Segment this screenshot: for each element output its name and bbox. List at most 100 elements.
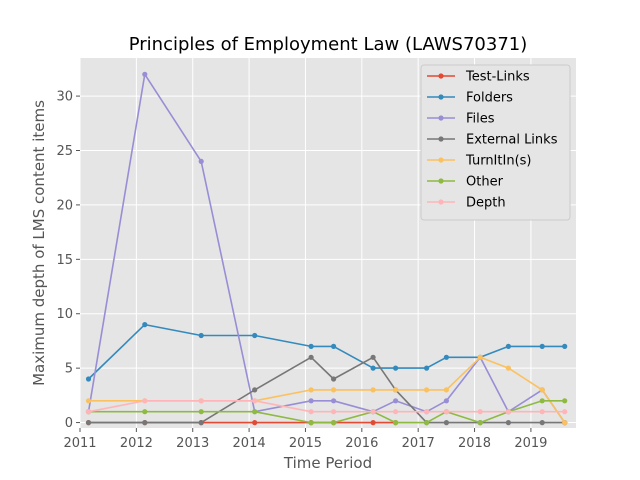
data-point: [308, 409, 314, 415]
y-tick-label: 0: [65, 416, 73, 431]
x-tick-label: 2011: [63, 436, 96, 451]
data-point: [505, 343, 511, 349]
x-tick-label: 2014: [233, 436, 266, 451]
legend-item: Files: [427, 112, 495, 127]
x-tick-label: 2018: [458, 436, 491, 451]
data-point: [477, 409, 483, 415]
data-point: [85, 376, 92, 382]
legend: Test-Links Folders Files External Links Turn…: [420, 64, 571, 221]
y-tick-label: 20: [56, 198, 73, 213]
data-point: [331, 376, 337, 382]
data-point: [142, 71, 148, 77]
data-point: [539, 387, 545, 393]
data-point: [424, 409, 430, 415]
legend-swatch-marker: [438, 178, 444, 184]
y-tick-label: 10: [56, 307, 73, 322]
data-point: [370, 409, 376, 415]
series-folders: [85, 322, 568, 382]
data-point: [85, 409, 92, 415]
legend-label: External Links: [466, 133, 558, 148]
x-tick-label: 2019: [514, 436, 547, 451]
legend-swatch-marker: [438, 136, 444, 142]
data-point: [252, 409, 258, 415]
data-point: [393, 365, 399, 371]
data-point: [198, 409, 204, 415]
data-point: [370, 365, 376, 371]
legend-swatch-marker: [438, 115, 444, 121]
y-tick-label: 25: [56, 144, 73, 159]
series-line: [87, 73, 566, 424]
data-point: [308, 420, 314, 426]
legend-item: TurnItIn(s): [427, 154, 531, 169]
x-axis: 2011 2012 2013 2014 2015 2016 2017 2018 2019: [63, 428, 547, 451]
data-point: [424, 387, 430, 393]
legend-label: Folders: [466, 91, 513, 106]
legend-label: Files: [466, 112, 495, 127]
data-point: [331, 343, 337, 349]
legend-swatch-marker: [438, 157, 444, 163]
x-tick-label: 2015: [289, 436, 322, 451]
legend-label: TurnItIn(s): [465, 154, 531, 169]
data-point: [539, 409, 545, 415]
series-layer: [85, 71, 568, 426]
legend-item: External Links: [427, 133, 558, 148]
legend-item: Other: [427, 175, 504, 190]
data-point: [308, 343, 314, 349]
x-tick-label: 2017: [402, 436, 435, 451]
data-point: [308, 354, 314, 360]
y-axis: 0 5 10 15 20 25 30: [56, 90, 80, 431]
data-point: [393, 420, 399, 426]
legend-swatch-marker: [438, 199, 444, 205]
data-point: [539, 343, 545, 349]
data-point: [505, 420, 511, 426]
data-point: [562, 398, 568, 404]
legend-item: Folders: [427, 91, 513, 106]
legend-item: Depth: [427, 196, 506, 211]
data-point: [393, 387, 399, 393]
data-point: [198, 398, 204, 404]
data-point: [539, 398, 545, 404]
data-point: [370, 354, 376, 360]
y-tick-label: 5: [65, 362, 73, 377]
legend-item: Test-Links: [427, 70, 530, 85]
data-point: [443, 354, 449, 360]
data-point: [443, 420, 449, 426]
series-depth: [85, 398, 568, 415]
data-point: [198, 332, 204, 339]
data-point: [331, 409, 337, 415]
data-point: [252, 420, 258, 426]
data-point: [393, 409, 399, 415]
data-point: [252, 332, 258, 339]
data-point: [424, 420, 430, 426]
data-point: [331, 420, 337, 426]
data-point: [142, 398, 148, 404]
legend-box: [420, 64, 571, 221]
x-axis-label: Time Period: [283, 454, 372, 472]
data-point: [477, 420, 483, 426]
legend-swatch-marker: [438, 73, 444, 79]
data-point: [142, 409, 148, 415]
data-point: [308, 398, 314, 404]
data-point: [477, 354, 483, 360]
data-point: [198, 420, 204, 426]
series-line: [88, 356, 565, 424]
x-tick-label: 2012: [120, 436, 153, 451]
data-point: [443, 409, 449, 415]
y-tick-label: 15: [56, 253, 73, 268]
data-point: [198, 158, 204, 164]
legend-label: Depth: [466, 196, 506, 211]
chart-title: Principles of Employment Law (LAWS70371): [129, 34, 528, 55]
legend-label: Test-Links: [465, 70, 530, 85]
data-point: [142, 322, 148, 328]
data-point: [85, 420, 92, 426]
data-point: [85, 398, 92, 404]
data-point: [370, 420, 376, 426]
series-line: [88, 399, 565, 413]
data-point: [370, 387, 376, 393]
y-axis-label: Maximum depth of LMS content items: [30, 100, 48, 386]
y-tick-label: 30: [56, 90, 73, 105]
data-point: [505, 409, 511, 415]
data-point: [505, 365, 511, 371]
data-point: [252, 398, 258, 404]
data-point: [252, 387, 258, 393]
